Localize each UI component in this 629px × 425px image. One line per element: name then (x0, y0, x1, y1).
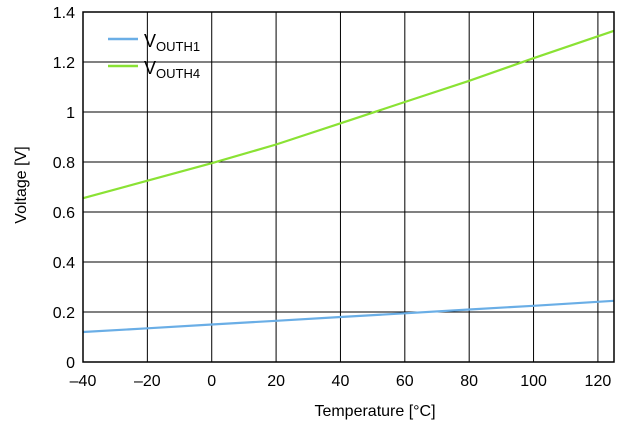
y-tick-label: 0 (66, 355, 75, 372)
y-tick-label: 1.4 (53, 5, 75, 22)
x-axis-label: Temperature [°C] (314, 403, 435, 420)
series-lines (82, 29, 615, 334)
x-tick-label: 80 (460, 373, 478, 390)
x-tick-label: –20 (134, 373, 161, 390)
grid (82, 11, 614, 363)
series-line-vouth1 (82, 299, 615, 334)
x-tick-label: –40 (70, 373, 97, 390)
y-tick-label: 0.2 (53, 305, 75, 322)
y-tick-label: 1 (66, 105, 75, 122)
plot-frame (82, 11, 615, 363)
series-line-vouth4 (82, 29, 615, 200)
y-tick-label: 0.4 (53, 255, 75, 272)
x-tick-label: 40 (332, 373, 350, 390)
y-tick-label: 1.2 (53, 55, 75, 72)
y-axis-label: Voltage [V] (13, 146, 30, 223)
x-tick-label: 20 (267, 373, 285, 390)
tick-labels: –40 –20 0 20 40 60 80 100 120 0 0.2 0.4 0.6 0.8 1 1.2 1.… (53, 5, 612, 390)
x-tick-label: 60 (396, 373, 414, 390)
x-tick-label: 0 (207, 373, 216, 390)
x-tick-label: 100 (520, 373, 547, 390)
legend-label-vouth1: VOUTH1 (144, 31, 200, 54)
legend-label-vouth4: VOUTH4 (144, 58, 200, 81)
y-tick-label: 0.6 (53, 205, 75, 222)
legend: VOUTH1 VOUTH4 (108, 31, 200, 81)
y-tick-label: 0.8 (53, 155, 75, 172)
x-tick-label: 120 (585, 373, 612, 390)
